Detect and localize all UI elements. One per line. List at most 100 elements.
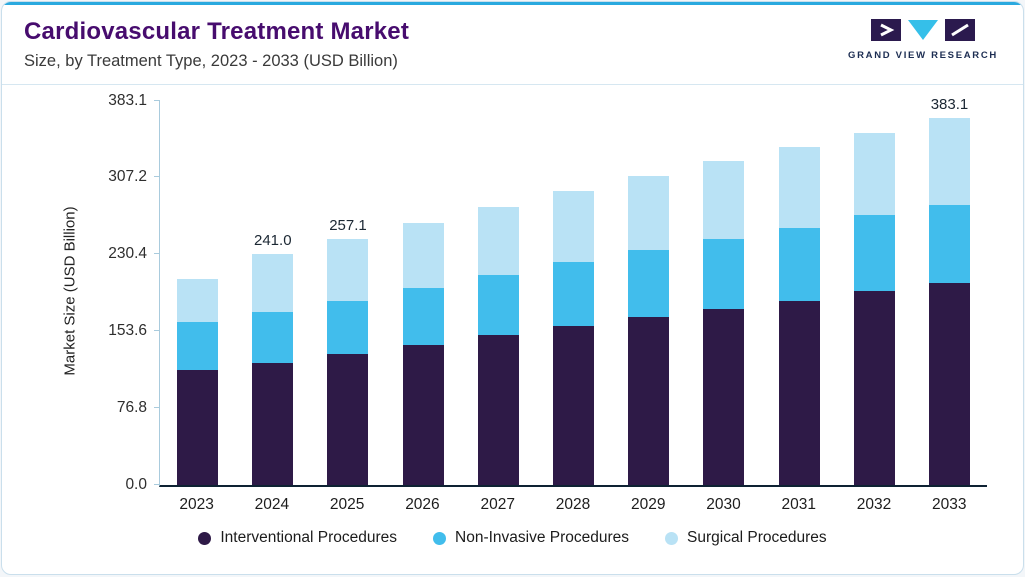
x-axis-labels: 2023 2024 2025 2026 2027 2028 2029 2030 2031 2032… [159, 487, 987, 514]
legend-dot [198, 531, 212, 545]
legend-dot [665, 531, 679, 545]
y-ticks: 0.0 76.8 153.6 230.4 307.2 383.1 [108, 92, 987, 493]
bar-segment-non-invasive-procedures [402, 287, 444, 346]
bar-segment-interventional-procedures [553, 326, 595, 485]
bar-stack [928, 118, 970, 485]
bar-2025: 257.1 [310, 101, 385, 485]
bar-2030 [686, 101, 761, 485]
plot-area: 0.0 76.8 153.6 230.4 307.2 383.1 241.0 257.1 38… [108, 92, 987, 493]
page-title: Cardiovascular Treatment Market [24, 18, 410, 45]
bar-stack [477, 207, 519, 485]
bar-2027 [461, 101, 536, 485]
bar-segment-non-invasive-procedures [553, 261, 595, 327]
bar-segment-non-invasive-procedures [327, 301, 369, 354]
bar-segment-interventional-procedures [252, 363, 294, 485]
legend-item: Interventional Procedures [198, 529, 397, 547]
bar-segment-interventional-procedures [853, 291, 895, 485]
chart-header: Cardiovascular Treatment Market Size, by… [2, 5, 1023, 85]
x-axis-label-2033: 2033 [932, 496, 967, 513]
chart-region: Market Size (USD Billion) 0.0 76.8 153.6 23… [2, 92, 1023, 514]
x-axis-label-2027: 2027 [480, 496, 515, 513]
page-subtitle: Size, by Treatment Type, 2023 - 2033 (US… [24, 52, 398, 70]
brand-logo-icon [871, 19, 975, 41]
top-accent-line [2, 2, 1023, 5]
bar-segment-non-invasive-procedures [853, 215, 895, 292]
legend-dot [433, 531, 447, 545]
bar-segment-surgical-procedures [778, 147, 820, 229]
x-axis-label-2026: 2026 [405, 496, 440, 513]
x-axis-label-2032: 2032 [856, 496, 892, 513]
x-axis-label-2028: 2028 [555, 496, 591, 513]
bar-value-label: 241.0 [254, 232, 292, 250]
x-axis-label-2029: 2029 [630, 496, 666, 513]
legend-label: Non-Invasive Procedures [455, 529, 630, 546]
x-axis-label-2025: 2025 [329, 496, 365, 513]
legend-label: Surgical Procedures [687, 529, 827, 546]
bar-segment-interventional-procedures [703, 308, 745, 485]
bar-2029 [611, 101, 686, 485]
legend-item: Non-Invasive Procedures [433, 529, 629, 547]
bar-2024: 241.0 [235, 101, 310, 485]
bar-segment-surgical-procedures [327, 238, 369, 302]
bar-segment-interventional-procedures [327, 353, 369, 485]
y-tick-mark [154, 407, 160, 409]
y-axis-title: Market Size (USD Billion) [61, 206, 79, 376]
bar-segment-surgical-procedures [252, 254, 294, 312]
bar-value-label: 257.1 [329, 216, 367, 234]
bar-segment-interventional-procedures [477, 335, 519, 485]
bar-stack [252, 254, 294, 485]
bar-stack [853, 133, 895, 485]
x-axis-label-2024: 2024 [254, 496, 290, 513]
y-tick-label: 0.0 [125, 476, 147, 493]
bar-segment-non-invasive-procedures [928, 204, 970, 284]
bar-segment-surgical-procedures [703, 161, 745, 239]
bar-segment-surgical-procedures [402, 223, 444, 288]
x-axis-label-2023: 2023 [179, 496, 214, 513]
y-tick-label: 76.8 [116, 399, 147, 417]
bar-segment-interventional-procedures [628, 316, 670, 485]
bar-segment-surgical-procedures [553, 191, 595, 262]
brand-logo-text: GRAND VIEW RESEARCH [847, 50, 998, 61]
brand-logo: GRAND VIEW RESEARCH [847, 19, 999, 61]
bar-2031 [762, 101, 837, 485]
bar-segment-interventional-procedures [778, 301, 820, 485]
bar-2033: 383.1 [912, 96, 987, 485]
bar-stack [402, 223, 444, 485]
x-axis-label-2031: 2031 [781, 496, 816, 513]
legend-item: Surgical Procedures [665, 529, 827, 547]
bar-segment-surgical-procedures [853, 133, 895, 216]
bar-segment-surgical-procedures [628, 176, 670, 250]
bar-stack [553, 191, 595, 485]
bar-segment-surgical-procedures [928, 118, 970, 205]
bar-stack [778, 147, 820, 485]
bar-segment-non-invasive-procedures [628, 249, 670, 317]
legend-label: Interventional Procedures [220, 529, 398, 546]
bar-segment-interventional-procedures [928, 283, 970, 485]
bar-segment-non-invasive-procedures [177, 322, 219, 371]
bar-segment-interventional-procedures [177, 370, 219, 485]
bar-2032 [837, 101, 912, 485]
bar-2026 [386, 101, 461, 485]
y-tick-label: 383.1 [108, 92, 147, 109]
y-tick-mark [154, 176, 160, 178]
bar-segment-non-invasive-procedures [778, 228, 820, 302]
x-axis-label-2030: 2030 [706, 496, 741, 513]
bar-segment-interventional-procedures [402, 345, 444, 485]
bar-segment-non-invasive-procedures [703, 239, 745, 309]
bar-stack [628, 176, 670, 485]
y-tick-mark [154, 330, 160, 332]
legend: Interventional Procedures Non-Invasive Pr… [2, 529, 1023, 547]
bar-segment-surgical-procedures [177, 279, 219, 323]
bar-segment-non-invasive-procedures [477, 275, 519, 336]
y-tick-label: 230.4 [108, 245, 147, 263]
y-tick-mark [154, 484, 160, 485]
y-tick-label: 153.6 [108, 322, 147, 340]
bars: 241.0 257.1 383.1 [160, 96, 987, 485]
bar-segment-non-invasive-procedures [252, 311, 294, 364]
bar-2028 [536, 101, 611, 485]
bar-stack [327, 238, 369, 485]
y-tick-label: 307.2 [108, 168, 147, 186]
bar-segment-surgical-procedures [477, 207, 519, 276]
bar-value-label: 383.1 [930, 96, 969, 114]
